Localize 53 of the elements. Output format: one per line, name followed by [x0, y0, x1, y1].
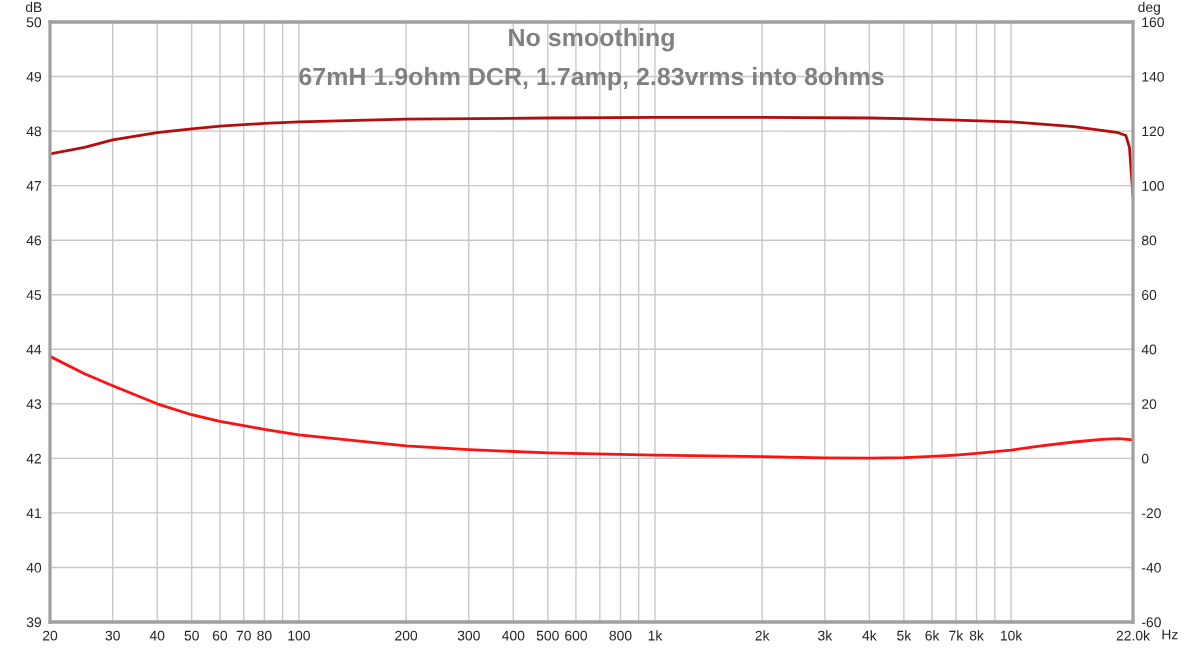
y2-tick-label: 160 — [1142, 17, 1164, 28]
text: 67mH 1.9ohm DCR, 1.7amp, 2.83vrms into 8ohms — [299, 67, 884, 91]
y2-tick-label: 140 — [1142, 71, 1164, 82]
chart-title: No smoothing — [509, 28, 674, 52]
x-tick-label: 60 — [212, 630, 228, 641]
y2-tick-label: 120 — [1142, 126, 1164, 137]
x-tick-label: 4k — [862, 630, 877, 641]
y-tick-label: 39 — [26, 617, 42, 628]
x-tick-label: 30 — [105, 630, 120, 641]
y-tick-label: 44 — [26, 344, 42, 355]
y2-tick-label: -40 — [1141, 562, 1161, 573]
y-tick-label: 49 — [26, 71, 42, 82]
x-tick-label: 20 — [42, 630, 58, 641]
y2-tick-label: 60 — [1142, 290, 1157, 300]
x-tick-label: 200 — [395, 630, 418, 641]
x-tick-label: 600 — [565, 630, 588, 641]
x-tick-label: 6k — [925, 630, 940, 641]
y-tick-label: 50 — [26, 17, 42, 28]
y-tick-label: 41 — [26, 508, 41, 518]
y2-tick-label: -20 — [1141, 508, 1161, 519]
y-axis-title: dB — [25, 1, 42, 13]
x-tick-label: 100 — [288, 630, 310, 641]
y-tick-label: 40 — [26, 562, 42, 573]
y-tick-label: 43 — [26, 399, 42, 409]
x-tick-label: 50 — [184, 630, 199, 641]
y2-tick-label: 40 — [1141, 344, 1157, 355]
x-tick-label: 3k — [818, 630, 833, 641]
y2-tick-label: -60 — [1141, 617, 1161, 628]
x-tick-label: 2k — [755, 630, 770, 641]
y2-tick-label: 20 — [1142, 399, 1157, 409]
x-tick-label: 22.0k — [1116, 630, 1151, 641]
x-tick-label: 70 — [236, 630, 251, 641]
y2-tick-label: 80 — [1141, 235, 1157, 246]
x-axis-title: Hz — [1162, 629, 1178, 640]
x-tick-label: 5k — [897, 630, 912, 641]
x-tick-label: 500 — [536, 630, 559, 641]
y2-tick-label: 0 — [1141, 453, 1149, 464]
y-tick-label: 47 — [26, 181, 41, 191]
x-tick-label: 80 — [257, 630, 272, 641]
x-tick-label: 300 — [457, 630, 480, 641]
x-tick-label: 400 — [502, 630, 525, 641]
y2-axis-title: deg — [1138, 1, 1160, 15]
x-tick-label: 7k — [949, 630, 964, 641]
x-tick-label: 40 — [149, 630, 165, 641]
y-tick-label: 46 — [26, 235, 42, 246]
x-tick-label: 10k — [1000, 630, 1023, 641]
x-tick-label: 1k — [648, 630, 663, 641]
y-tick-label: 42 — [26, 453, 41, 464]
y2-tick-label: 100 — [1142, 180, 1164, 191]
x-tick-label: 8k — [969, 630, 984, 641]
y-tick-label: 48 — [26, 126, 42, 137]
x-tick-label: 800 — [609, 630, 632, 641]
y-tick-label: 45 — [26, 290, 42, 300]
